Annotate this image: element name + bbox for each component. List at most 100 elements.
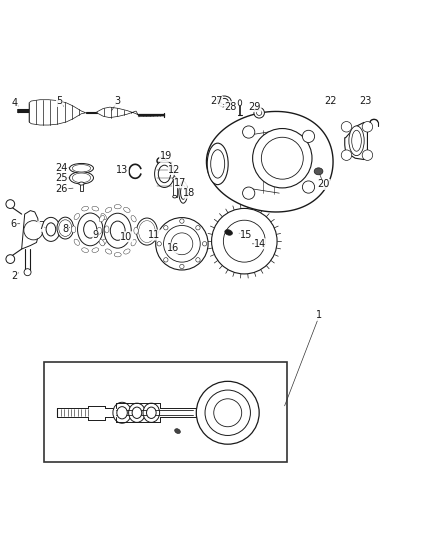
Polygon shape [29, 100, 86, 125]
Circle shape [164, 257, 168, 262]
Text: 29: 29 [249, 102, 261, 112]
Text: 2: 2 [11, 271, 18, 281]
Text: 18: 18 [183, 188, 195, 198]
Ellipse shape [92, 248, 99, 253]
Text: 25: 25 [56, 173, 68, 183]
Circle shape [6, 200, 14, 208]
Ellipse shape [92, 206, 99, 211]
Ellipse shape [238, 100, 242, 106]
Circle shape [302, 130, 314, 142]
Ellipse shape [57, 217, 74, 239]
Text: 4: 4 [11, 98, 18, 108]
Ellipse shape [143, 403, 159, 422]
Text: 6: 6 [11, 219, 17, 229]
Ellipse shape [101, 213, 106, 220]
Circle shape [261, 138, 303, 179]
Ellipse shape [155, 160, 174, 188]
Ellipse shape [139, 221, 155, 243]
Ellipse shape [99, 239, 104, 246]
Ellipse shape [99, 215, 104, 222]
Polygon shape [97, 107, 138, 118]
Text: 16: 16 [167, 243, 179, 253]
Ellipse shape [207, 143, 228, 184]
Circle shape [214, 399, 242, 427]
Ellipse shape [74, 213, 79, 220]
Text: 12: 12 [168, 165, 180, 175]
Circle shape [212, 208, 277, 274]
Ellipse shape [179, 181, 187, 203]
Ellipse shape [180, 185, 186, 199]
Ellipse shape [134, 227, 138, 234]
Polygon shape [206, 111, 333, 212]
Text: 10: 10 [120, 232, 133, 242]
Ellipse shape [46, 223, 56, 236]
Ellipse shape [211, 150, 225, 178]
Ellipse shape [352, 130, 361, 151]
Ellipse shape [147, 407, 156, 418]
Text: 15: 15 [240, 230, 252, 240]
Ellipse shape [131, 239, 136, 246]
Ellipse shape [101, 239, 106, 245]
Circle shape [180, 264, 184, 269]
Circle shape [155, 217, 208, 270]
Ellipse shape [72, 173, 91, 183]
Text: 23: 23 [359, 96, 371, 107]
Ellipse shape [314, 168, 323, 175]
Ellipse shape [175, 429, 180, 433]
Circle shape [253, 128, 312, 188]
Ellipse shape [114, 253, 121, 257]
Ellipse shape [70, 172, 93, 184]
Ellipse shape [74, 239, 79, 245]
Ellipse shape [124, 207, 130, 213]
Text: 20: 20 [318, 180, 330, 189]
Ellipse shape [173, 177, 177, 180]
Ellipse shape [137, 218, 157, 245]
Ellipse shape [97, 227, 102, 234]
Ellipse shape [74, 174, 88, 181]
Ellipse shape [113, 402, 131, 423]
Circle shape [171, 233, 193, 255]
Circle shape [180, 219, 184, 223]
Circle shape [302, 181, 314, 193]
Circle shape [24, 269, 31, 276]
Ellipse shape [117, 407, 127, 419]
Text: 28: 28 [224, 102, 237, 112]
Polygon shape [21, 211, 39, 249]
Ellipse shape [105, 226, 109, 233]
Circle shape [24, 221, 43, 240]
Ellipse shape [70, 164, 93, 173]
Ellipse shape [104, 213, 131, 248]
Ellipse shape [72, 165, 91, 172]
Circle shape [196, 225, 200, 230]
Circle shape [362, 150, 373, 160]
Ellipse shape [61, 222, 70, 234]
Text: 22: 22 [325, 96, 337, 107]
Text: 1: 1 [316, 310, 322, 320]
Ellipse shape [349, 126, 364, 156]
Text: 27: 27 [210, 96, 223, 107]
Ellipse shape [132, 407, 142, 418]
Text: 3: 3 [115, 96, 121, 107]
Ellipse shape [158, 165, 170, 183]
Polygon shape [345, 123, 367, 159]
Ellipse shape [131, 215, 136, 222]
Ellipse shape [105, 207, 112, 213]
Text: 19: 19 [159, 151, 172, 161]
Circle shape [196, 381, 259, 444]
Ellipse shape [124, 249, 130, 254]
Circle shape [163, 225, 200, 262]
Circle shape [157, 241, 161, 246]
Bar [44, 362, 287, 462]
Bar [173, 179, 177, 197]
Ellipse shape [78, 213, 103, 246]
Circle shape [243, 126, 255, 138]
Ellipse shape [84, 221, 97, 238]
Text: 24: 24 [56, 163, 68, 173]
Ellipse shape [173, 195, 177, 198]
Circle shape [196, 257, 200, 262]
Text: 5: 5 [57, 96, 63, 107]
Ellipse shape [81, 248, 88, 253]
Text: 9: 9 [93, 230, 99, 240]
Circle shape [223, 220, 265, 262]
Ellipse shape [59, 220, 72, 236]
